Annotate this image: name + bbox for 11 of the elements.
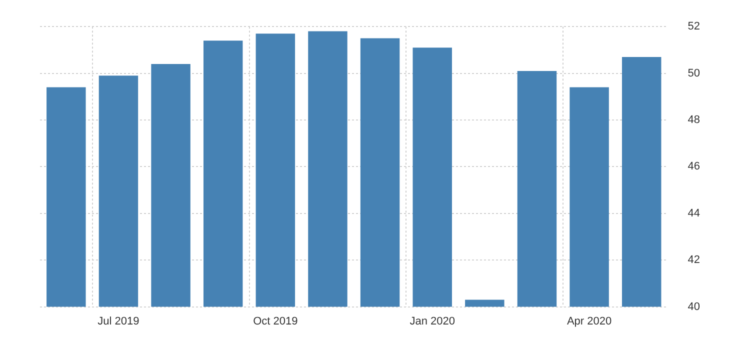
x-tick-label: Jan 2020 [410, 315, 455, 328]
y-tick-label: 48 [688, 114, 700, 126]
x-tick-label: Oct 2019 [253, 315, 298, 328]
x-tick-label: Apr 2020 [566, 315, 612, 328]
y-tick-label: 50 [688, 67, 700, 80]
y-tick-label: 42 [688, 254, 700, 266]
y-tick-label: 46 [688, 160, 700, 173]
y-tick-label: 44 [688, 207, 700, 220]
x-tick-label: Jul 2019 [98, 315, 140, 328]
y-tick-label: 40 [688, 300, 700, 313]
y-tick-label: 52 [688, 20, 700, 33]
